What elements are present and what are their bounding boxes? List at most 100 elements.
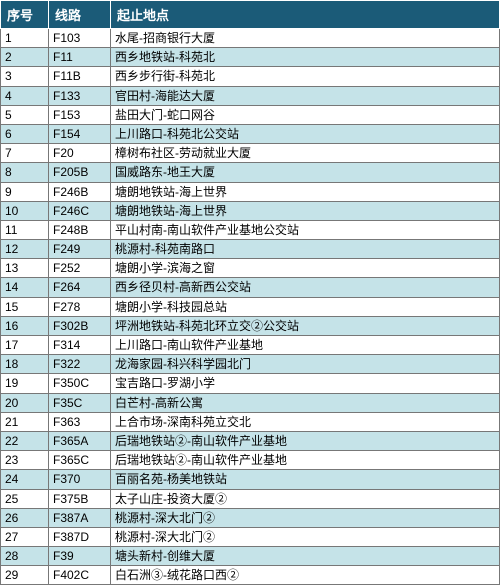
cell-line: F249 [49, 240, 111, 259]
cell-seq: 24 [1, 470, 49, 489]
table-row: 26F387A桃源村-深大北门② [1, 508, 500, 527]
table-row: 19F350C宝吉路口-罗湖小学 [1, 374, 500, 393]
cell-loc: 太子山庄-投资大厦② [111, 489, 500, 508]
table-row: 25F375B太子山庄-投资大厦② [1, 489, 500, 508]
cell-line: F264 [49, 278, 111, 297]
cell-seq: 7 [1, 144, 49, 163]
cell-seq: 13 [1, 259, 49, 278]
cell-loc: 塘朗小学-滨海之窗 [111, 259, 500, 278]
cell-loc: 塘朗地铁站-海上世界 [111, 182, 500, 201]
cell-loc: 宝吉路口-罗湖小学 [111, 374, 500, 393]
cell-loc: 樟树布社区-劳动就业大厦 [111, 144, 500, 163]
table-row: 27F387D桃源村-深大北门② [1, 527, 500, 546]
cell-seq: 17 [1, 336, 49, 355]
table-row: 10F246C塘朗地铁站-海上世界 [1, 201, 500, 220]
cell-seq: 14 [1, 278, 49, 297]
cell-loc: 塘朗小学-科技园总站 [111, 297, 500, 316]
cell-loc: 国威路东-地王大厦 [111, 163, 500, 182]
cell-loc: 上川路口-南山软件产业基地 [111, 336, 500, 355]
cell-line: F278 [49, 297, 111, 316]
table-row: 2F11西乡地铁站-科苑北 [1, 48, 500, 67]
cell-line: F370 [49, 470, 111, 489]
cell-seq: 8 [1, 163, 49, 182]
cell-loc: 上川路口-科苑北公交站 [111, 124, 500, 143]
cell-seq: 26 [1, 508, 49, 527]
cell-line: F302B [49, 316, 111, 335]
cell-loc: 西乡步行街-科苑北 [111, 67, 500, 86]
cell-loc: 龙海家园-科兴科学园北门 [111, 355, 500, 374]
cell-seq: 5 [1, 105, 49, 124]
cell-seq: 25 [1, 489, 49, 508]
cell-line: F20 [49, 144, 111, 163]
cell-seq: 27 [1, 527, 49, 546]
cell-loc: 上合市场-深南科苑立交北 [111, 412, 500, 431]
cell-seq: 23 [1, 451, 49, 470]
table-row: 3F11B西乡步行街-科苑北 [1, 67, 500, 86]
table-row: 22F365A后瑞地铁站②-南山软件产业基地 [1, 431, 500, 450]
table-row: 12F249桃源村-科苑南路口 [1, 240, 500, 259]
cell-line: F322 [49, 355, 111, 374]
cell-line: F350C [49, 374, 111, 393]
cell-seq: 4 [1, 86, 49, 105]
cell-line: F248B [49, 220, 111, 239]
table-row: 24F370百丽名苑-杨美地铁站 [1, 470, 500, 489]
cell-loc: 塘朗地铁站-海上世界 [111, 201, 500, 220]
cell-loc: 百丽名苑-杨美地铁站 [111, 470, 500, 489]
cell-loc: 坪洲地铁站-科苑北环立交②公交站 [111, 316, 500, 335]
cell-loc: 后瑞地铁站②-南山软件产业基地 [111, 431, 500, 450]
cell-line: F205B [49, 163, 111, 182]
cell-line: F363 [49, 412, 111, 431]
cell-loc: 西乡径贝村-高新西公交站 [111, 278, 500, 297]
cell-seq: 29 [1, 566, 49, 585]
cell-seq: 21 [1, 412, 49, 431]
cell-line: F365A [49, 431, 111, 450]
cell-seq: 20 [1, 393, 49, 412]
cell-seq: 28 [1, 547, 49, 566]
table-row: 5F153盐田大门-蛇口网谷 [1, 105, 500, 124]
cell-line: F387D [49, 527, 111, 546]
cell-loc: 塘头新村-创维大厦 [111, 547, 500, 566]
table-row: 7F20樟树布社区-劳动就业大厦 [1, 144, 500, 163]
cell-line: F103 [49, 29, 111, 48]
col-header-loc: 起止地点 [111, 1, 500, 29]
table-row: 4F133官田村-海能达大厦 [1, 86, 500, 105]
cell-seq: 16 [1, 316, 49, 335]
bus-route-table: 序号 线路 起止地点 1F103水尾-招商银行大厦2F11西乡地铁站-科苑北3F… [0, 0, 500, 585]
cell-seq: 15 [1, 297, 49, 316]
cell-seq: 6 [1, 124, 49, 143]
cell-seq: 10 [1, 201, 49, 220]
cell-loc: 平山村南-南山软件产业基地公交站 [111, 220, 500, 239]
cell-line: F154 [49, 124, 111, 143]
cell-seq: 9 [1, 182, 49, 201]
cell-line: F252 [49, 259, 111, 278]
cell-line: F11B [49, 67, 111, 86]
cell-seq: 22 [1, 431, 49, 450]
cell-seq: 1 [1, 29, 49, 48]
cell-line: F387A [49, 508, 111, 527]
cell-seq: 2 [1, 48, 49, 67]
table-row: 6F154上川路口-科苑北公交站 [1, 124, 500, 143]
cell-line: F314 [49, 336, 111, 355]
cell-loc: 后瑞地铁站②-南山软件产业基地 [111, 451, 500, 470]
table-row: 13F252塘朗小学-滨海之窗 [1, 259, 500, 278]
table-header-row: 序号 线路 起止地点 [1, 1, 500, 29]
cell-line: F133 [49, 86, 111, 105]
cell-loc: 桃源村-深大北门② [111, 508, 500, 527]
cell-loc: 桃源村-科苑南路口 [111, 240, 500, 259]
table-row: 28F39塘头新村-创维大厦 [1, 547, 500, 566]
cell-line: F246B [49, 182, 111, 201]
cell-seq: 3 [1, 67, 49, 86]
cell-loc: 桃源村-深大北门② [111, 527, 500, 546]
table-row: 21F363上合市场-深南科苑立交北 [1, 412, 500, 431]
table-row: 11F248B平山村南-南山软件产业基地公交站 [1, 220, 500, 239]
cell-line: F11 [49, 48, 111, 67]
cell-seq: 12 [1, 240, 49, 259]
table-row: 1F103水尾-招商银行大厦 [1, 29, 500, 48]
col-header-line: 线路 [49, 1, 111, 29]
table-row: 23F365C后瑞地铁站②-南山软件产业基地 [1, 451, 500, 470]
cell-loc: 白芒村-高新公寓 [111, 393, 500, 412]
cell-line: F375B [49, 489, 111, 508]
cell-loc: 官田村-海能达大厦 [111, 86, 500, 105]
table-row: 16F302B坪洲地铁站-科苑北环立交②公交站 [1, 316, 500, 335]
col-header-seq: 序号 [1, 1, 49, 29]
